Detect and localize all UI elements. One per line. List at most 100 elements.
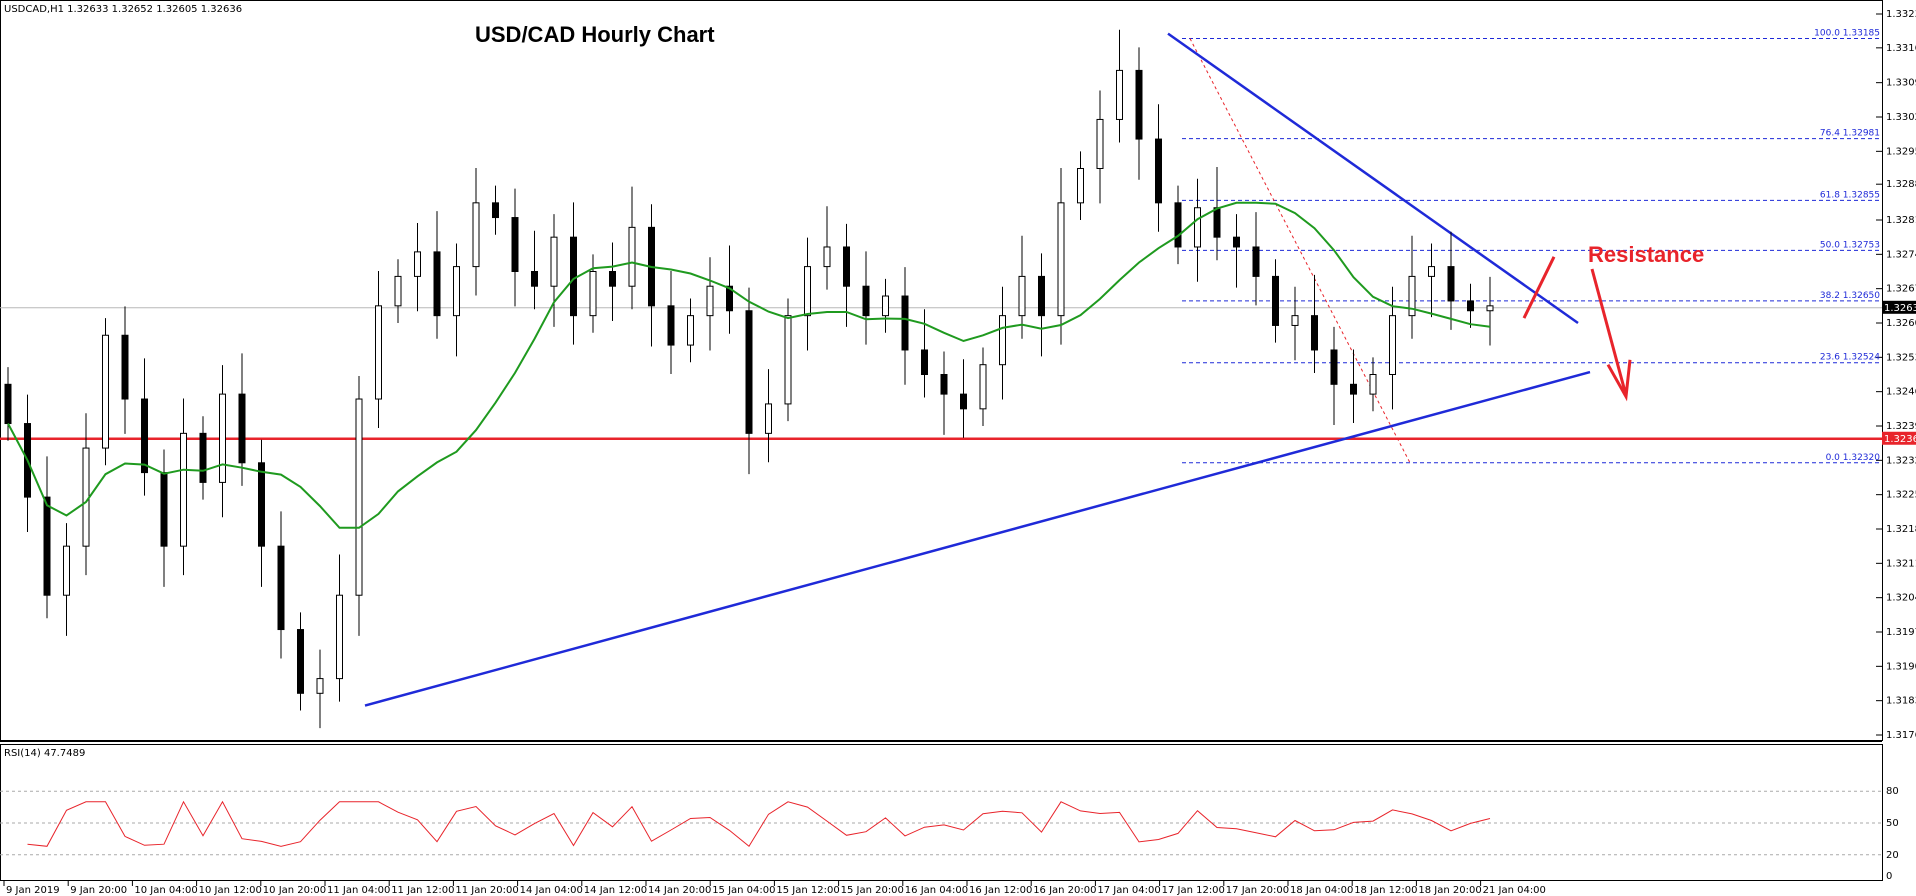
candle-body [1291, 315, 1299, 326]
price-tick-label: 1.32535 [1886, 352, 1916, 363]
candle [1330, 326, 1338, 426]
time-tick-label: 10 Jan 04:00 [134, 885, 197, 896]
time-tick-label: 10 Jan 20:00 [263, 885, 326, 896]
price-tick-label: 1.32045 [1886, 593, 1916, 604]
candle-body [589, 271, 597, 317]
down-arrow-head [1606, 359, 1632, 402]
candle [979, 347, 987, 426]
candle-body [609, 271, 616, 287]
candle [219, 365, 226, 518]
candle [121, 306, 129, 434]
candle-body [1135, 69, 1143, 140]
fib-level-label: 0.0 1.32320 [1826, 453, 1881, 463]
ascending-trendline [364, 370, 1591, 707]
time-tick-label: 14 Jan 20:00 [648, 885, 711, 896]
candle-body [570, 236, 577, 317]
candle-body [843, 246, 850, 287]
candle [199, 416, 207, 500]
candle-body [375, 305, 382, 400]
fib-level-label: 38.2 1.32650 [1820, 291, 1880, 301]
candle-body [1213, 207, 1221, 238]
candle [1311, 274, 1318, 374]
candle-body [1389, 315, 1396, 375]
candle-body [1428, 266, 1435, 277]
price-tick-label: 1.31765 [1886, 730, 1916, 741]
candle-body [219, 393, 226, 483]
rsi-border [0, 744, 1883, 881]
candle-body [258, 462, 265, 547]
candle [570, 202, 577, 345]
candle [823, 206, 831, 290]
rsi-label: RSI(14) 47.7489 [4, 748, 85, 759]
candle-body [355, 398, 363, 596]
candle-body [999, 315, 1006, 366]
time-tick-label: 16 Jan 20:00 [1033, 885, 1096, 896]
time-tick-label: 15 Jan 12:00 [776, 885, 839, 896]
candle-body [901, 295, 909, 351]
price-tick-label: 1.33235 [1886, 9, 1916, 20]
candle-body [82, 447, 90, 547]
candle [687, 298, 694, 363]
candle-body [765, 403, 772, 434]
time-tick-label: 10 Jan 12:00 [199, 885, 262, 896]
candle [1252, 212, 1260, 306]
candle-body [979, 364, 987, 410]
rsi-line [27, 800, 1491, 848]
fib-level-label: 23.6 1.32524 [1820, 353, 1880, 363]
candle-body [394, 275, 402, 307]
candle [1350, 349, 1357, 424]
candle-body [141, 398, 148, 474]
time-tick-label: 15 Jan 20:00 [841, 885, 904, 896]
price-tick-label: 1.32395 [1886, 421, 1916, 432]
price-tick-label: 1.33166 [1886, 43, 1916, 54]
price-tick-label: 1.32185 [1886, 524, 1916, 535]
time-tick-label: 9 Jan 2019 [6, 885, 60, 896]
support-price-value: 1.32369 [1884, 434, 1916, 445]
rsi-level-label: 20 [1886, 850, 1899, 861]
candle [1467, 283, 1474, 328]
candle [1038, 253, 1045, 357]
candle [667, 271, 675, 375]
candle-body [1330, 349, 1338, 385]
candle-body [667, 305, 675, 346]
rsi-level-label: 80 [1886, 786, 1899, 797]
candle-body [1038, 275, 1045, 317]
time-tick-label: 18 Jan 04:00 [1290, 885, 1353, 896]
candle-body [4, 383, 12, 425]
candle [43, 456, 51, 619]
candle-body [63, 545, 70, 596]
time-tick-label: 14 Jan 04:00 [520, 885, 583, 896]
candle [1428, 243, 1435, 318]
candle [940, 351, 948, 435]
candle-body [784, 315, 792, 405]
candle [1369, 357, 1377, 412]
candle-body [102, 334, 109, 449]
time-tick-label: 11 Jan 12:00 [391, 885, 454, 896]
candle [472, 168, 480, 296]
candle-body [160, 472, 168, 547]
candle [628, 186, 636, 310]
rsi-level-label: 50 [1886, 818, 1899, 829]
candle [336, 554, 343, 702]
candle-body [277, 545, 285, 631]
candle [1135, 47, 1143, 180]
candle-body [1311, 315, 1318, 351]
time-tick-label: 21 Jan 04:00 [1483, 885, 1546, 896]
candle [1096, 90, 1104, 204]
candle-body [1408, 275, 1416, 317]
candle-body [687, 315, 694, 346]
candle-body [1350, 383, 1357, 395]
candle [355, 375, 363, 636]
candle-body [726, 285, 733, 312]
candle [999, 286, 1006, 400]
chart-title: USD/CAD Hourly Chart [475, 22, 715, 47]
candle [160, 449, 168, 587]
candle-body [511, 217, 519, 273]
fib-level-label: 50.0 1.32753 [1820, 240, 1880, 250]
candle [1447, 231, 1455, 330]
candle-body [921, 349, 928, 376]
time-tick-label: 17 Jan 20:00 [1226, 885, 1289, 896]
symbol-info: USDCAD,H1 1.32633 1.32652 1.32605 1.3263… [4, 4, 242, 15]
candle-body [336, 594, 343, 680]
